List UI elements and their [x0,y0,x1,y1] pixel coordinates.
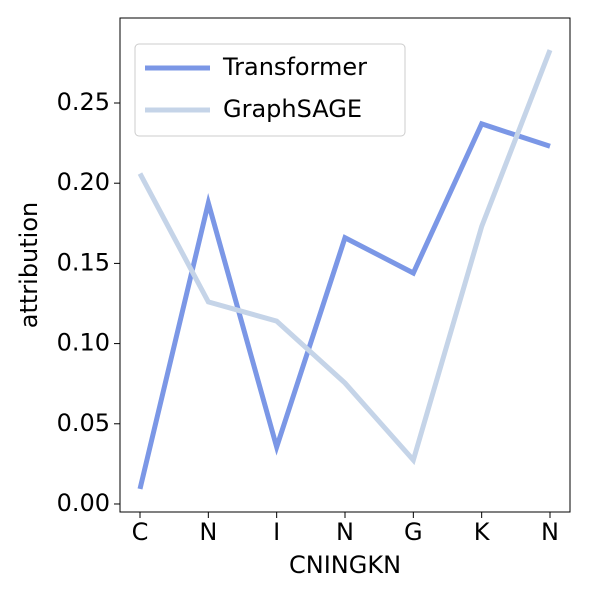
x-tick-label: G [404,518,423,546]
plot-frame [119,17,571,513]
x-tick-label: C [132,518,149,546]
x-tick-label: N [199,518,217,546]
series-line [137,120,551,490]
y-tick-label: 0.20 [57,168,110,196]
y-tick-label: 0.05 [57,409,110,437]
x-tick-label: K [474,518,491,546]
x-axis-label: CNINGKN [289,551,401,579]
series-line [137,49,553,466]
x-tick-label: N [336,518,354,546]
x-tick-label: I [273,518,280,546]
y-tick-label: 0.10 [57,329,110,357]
y-tick-label: 0.25 [57,88,110,116]
y-axis-label: attribution [15,202,43,328]
legend-label: GraphSAGE [223,95,362,123]
legend-label: Transformer [222,53,367,81]
x-tick-label: N [541,518,559,546]
y-tick-label: 0.00 [57,489,110,517]
y-tick-label: 0.15 [57,248,110,276]
